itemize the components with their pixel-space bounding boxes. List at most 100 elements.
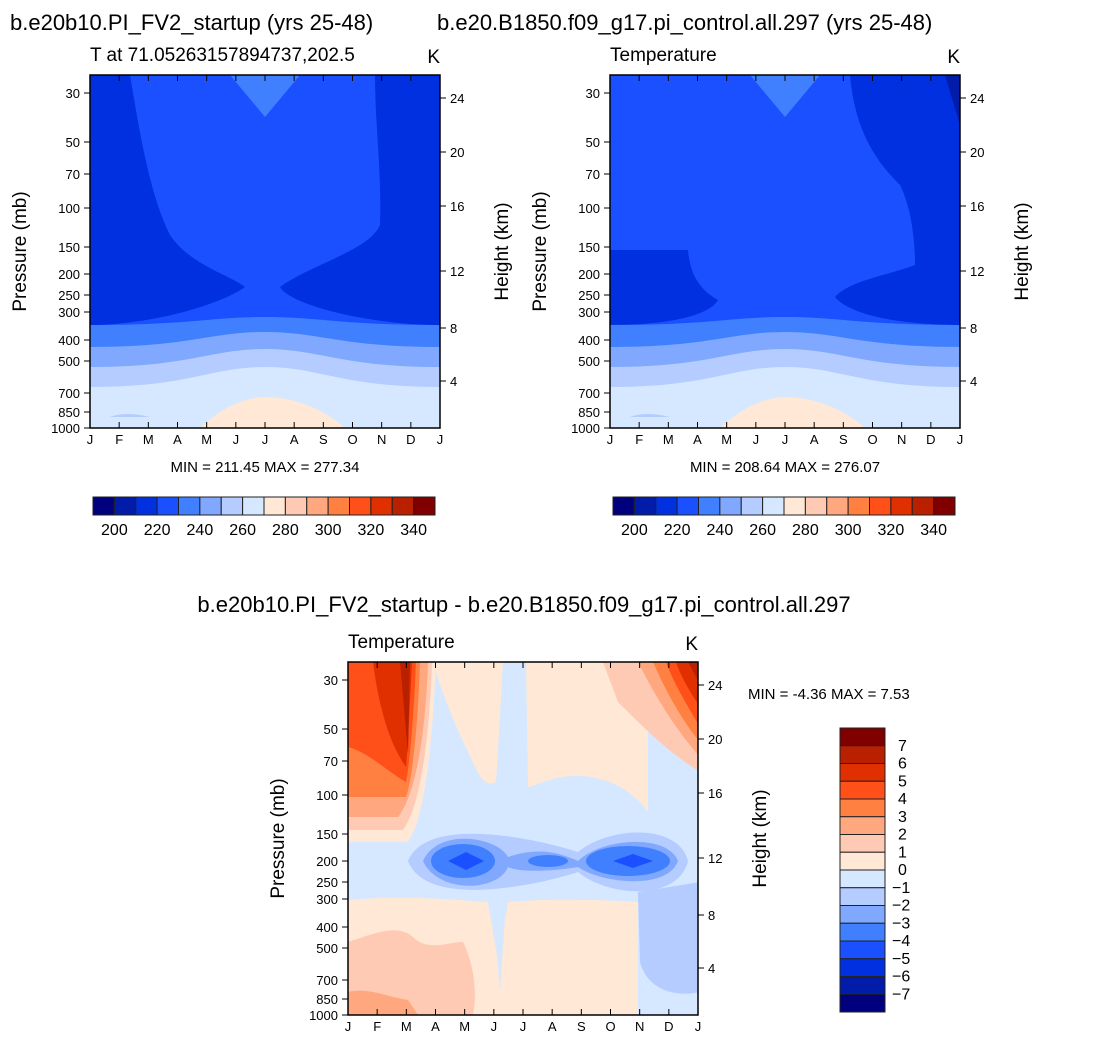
colorbar-box <box>839 887 886 906</box>
colorbar-box <box>839 958 886 977</box>
colorbar-box <box>391 496 415 516</box>
contour-220-left <box>610 135 718 325</box>
colorbar-label: 300 <box>315 522 342 539</box>
colorbar-label: 3 <box>898 809 907 826</box>
plot-title: b.e20b10.PI_FV2_startup (yrs 25-48) <box>10 10 373 35</box>
colorbar-box <box>847 496 870 516</box>
y-tick-label: 500 <box>316 941 338 956</box>
colorbar-box <box>839 834 886 853</box>
x-tick-label: M <box>663 432 674 447</box>
colorbar-box <box>306 496 329 516</box>
colorbar-label: 240 <box>187 522 214 539</box>
colorbar-box <box>178 496 201 516</box>
colorbar-label: 220 <box>664 522 691 539</box>
colorbar-label: 5 <box>898 773 907 790</box>
colorbar-label: 240 <box>707 522 734 539</box>
y-tick-label: 50 <box>324 722 338 737</box>
colorbar-box <box>839 780 886 800</box>
contour-left-14 <box>400 662 410 754</box>
colorbar-box <box>413 496 436 516</box>
colorbar-box <box>839 798 886 818</box>
contour-220-right <box>280 75 440 325</box>
colorbar-box <box>719 496 742 516</box>
y-right-tick-label: 16 <box>970 199 984 214</box>
y-axis-label: Pressure (mb) <box>530 191 551 311</box>
x-tick-label: D <box>926 432 935 447</box>
y-right-tick-label: 8 <box>708 908 715 923</box>
x-tick-label: N <box>635 1019 644 1034</box>
contour-210 <box>945 75 960 125</box>
y-tick-label: 700 <box>316 973 338 988</box>
colorbar-box <box>839 940 886 960</box>
y-right-tick-label: 20 <box>970 145 984 160</box>
x-tick-label: A <box>693 432 702 447</box>
contour-0-to-1 <box>433 662 503 784</box>
y-right-tick-label: 16 <box>708 786 722 801</box>
colorbar-label: −2 <box>892 898 910 915</box>
colorbar-box <box>826 496 849 516</box>
contour-m3-to-m4 <box>528 855 568 867</box>
y-tick-label: 70 <box>324 754 338 769</box>
colorbar-box <box>92 496 115 516</box>
right-string: K <box>685 634 698 655</box>
y-axis-right-label: Height (km) <box>750 789 771 887</box>
x-tick-label: J <box>957 432 964 447</box>
y-tick-label: 70 <box>66 167 80 182</box>
colorbar-label: 200 <box>621 522 648 539</box>
colorbar-box <box>839 763 886 782</box>
x-tick-label: A <box>173 432 182 447</box>
colorbar-box <box>783 496 806 516</box>
colorbar-box <box>242 496 265 516</box>
colorbar-box <box>284 496 308 516</box>
colorbar-box <box>655 496 678 516</box>
colorbar-label: −6 <box>892 969 910 986</box>
x-tick-label: J <box>262 432 269 447</box>
colorbar-box <box>698 496 721 516</box>
y-tick-label: 500 <box>58 354 80 369</box>
x-tick-label: S <box>319 432 328 447</box>
y-axis-label: Pressure (mb) <box>268 778 289 898</box>
colorbar-label: 340 <box>920 522 947 539</box>
colorbar-box <box>839 922 886 942</box>
colorbar-box <box>370 496 393 516</box>
contour-280 <box>200 397 345 428</box>
y-tick-label: 1000 <box>571 421 600 436</box>
colorbar-label: 280 <box>272 522 299 539</box>
colorbar-label: 1 <box>898 844 907 861</box>
y-tick-label: 150 <box>58 240 80 255</box>
y-right-tick-label: 4 <box>450 374 457 389</box>
y-right-tick-label: 8 <box>450 321 457 336</box>
left-string: Temperature <box>348 632 455 653</box>
y-tick-label: 850 <box>578 405 600 420</box>
contour-220-left <box>90 75 245 325</box>
colorbar-box <box>156 496 179 516</box>
y-tick-label: 100 <box>58 201 80 216</box>
colorbar-label: 0 <box>898 862 907 879</box>
y-tick-label: 300 <box>578 305 600 320</box>
colorbar-label: −4 <box>892 933 910 950</box>
x-tick-label: J <box>87 432 94 447</box>
colorbar-box <box>220 496 244 516</box>
contour-field <box>610 75 960 428</box>
x-tick-label: N <box>377 432 386 447</box>
y-right-tick-label: 8 <box>970 321 977 336</box>
contour-panel-3: J F M A M J J A S O N D J 30 50 70 100 150 200 250 300 400 500… <box>268 632 771 1034</box>
y-tick-label: 300 <box>58 305 80 320</box>
y-tick-label: 200 <box>316 854 338 869</box>
x-tick-label: D <box>664 1019 673 1034</box>
y-tick-label: 100 <box>316 788 338 803</box>
y-right-tick-label: 20 <box>708 732 722 747</box>
contour-260-small <box>630 414 670 417</box>
colorbar-box <box>199 496 222 516</box>
plot-title: b.e20b10.PI_FV2_startup - b.e20.B1850.f0… <box>197 592 850 617</box>
contour-260-small <box>110 414 150 417</box>
min-max-text: MIN = -4.36 MAX = 7.53 <box>748 686 910 703</box>
colorbar-box <box>933 496 956 516</box>
colorbar-label: −7 <box>892 986 910 1003</box>
y-tick-label: 30 <box>586 86 600 101</box>
x-tick-label: A <box>290 432 299 447</box>
contour-field <box>348 662 698 1015</box>
